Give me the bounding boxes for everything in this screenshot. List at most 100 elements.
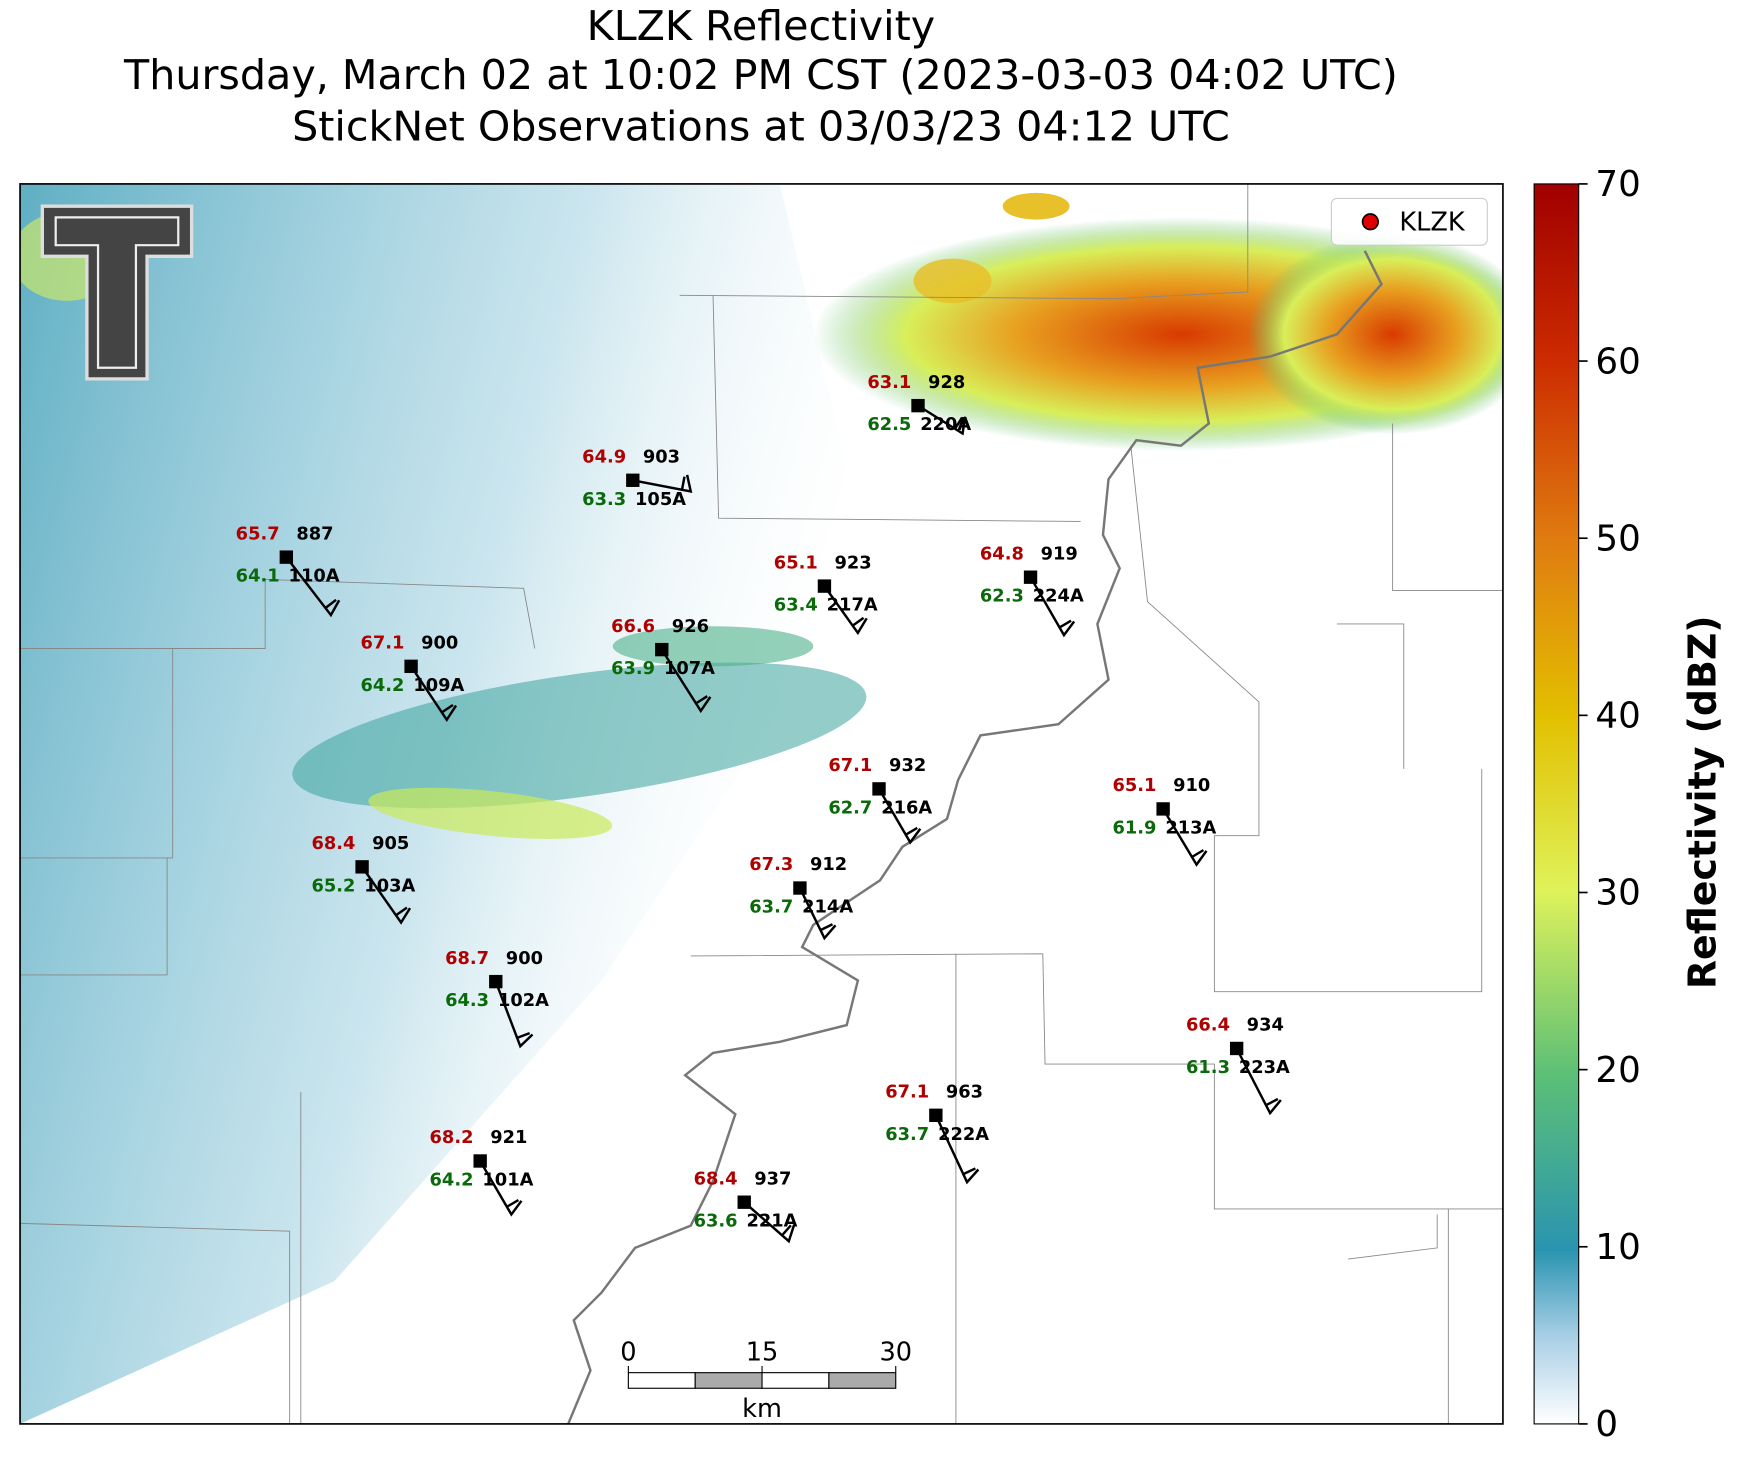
station-id: 223A xyxy=(1239,1057,1290,1078)
station-marker xyxy=(1023,570,1038,584)
wind-barb xyxy=(410,665,458,723)
legend-label: KLZK xyxy=(1399,208,1466,238)
station: 67.1 900 64.2 109A xyxy=(360,632,465,723)
logo xyxy=(40,204,194,381)
wind-barb xyxy=(877,788,922,845)
pressure: 919 xyxy=(1041,543,1078,564)
title-line: KLZK Reflectivity xyxy=(587,2,936,50)
station: 65.1 910 61.9 213A xyxy=(1112,775,1217,867)
colorbar-tick-label: 0 xyxy=(1595,1404,1618,1445)
station: 68.2 921 64.2 101A xyxy=(430,1127,534,1217)
station-id: 103A xyxy=(364,875,415,896)
station: 68.7 900 64.3 102A xyxy=(445,948,549,1049)
wind-barb xyxy=(798,887,837,941)
temperature: 66.4 xyxy=(1186,1015,1230,1036)
temperature: 68.4 xyxy=(311,833,355,854)
station-id: 217A xyxy=(827,595,878,616)
pressure: 934 xyxy=(1247,1015,1284,1036)
scale-tick-label: 0 xyxy=(620,1337,636,1367)
pressure: 887 xyxy=(296,523,333,544)
scale-segment xyxy=(828,1372,897,1389)
temperature: 63.1 xyxy=(867,372,911,393)
station: 68.4 937 63.6 221A xyxy=(694,1168,798,1244)
station-id: 110A xyxy=(289,566,340,587)
dewpoint: 63.9 xyxy=(611,658,655,679)
scale-segment xyxy=(627,1372,696,1389)
wind-barb xyxy=(1162,808,1208,867)
colorbar-tick-label: 40 xyxy=(1595,696,1640,737)
pressure: 903 xyxy=(643,446,680,467)
station: 67.1 932 62.7 216A xyxy=(828,755,932,845)
dewpoint: 64.2 xyxy=(360,675,404,696)
station-id: 101A xyxy=(482,1169,533,1190)
wind-barb xyxy=(823,585,868,636)
temperature: 67.1 xyxy=(360,632,404,653)
dewpoint: 63.4 xyxy=(774,595,818,616)
pressure: 928 xyxy=(928,372,965,393)
dewpoint: 62.7 xyxy=(828,797,872,818)
station: 64.8 919 62.3 224A xyxy=(980,543,1084,638)
pressure: 905 xyxy=(372,833,409,854)
dewpoint: 63.7 xyxy=(885,1124,929,1145)
temperature: 65.1 xyxy=(774,552,818,573)
station-marker xyxy=(355,860,369,874)
scale-tick-label: 15 xyxy=(746,1337,779,1367)
station-marker xyxy=(817,579,832,593)
wind-barb xyxy=(361,866,412,925)
station-id: 213A xyxy=(1165,817,1216,838)
wind-barb xyxy=(934,1114,980,1185)
pressure: 926 xyxy=(672,616,709,637)
station-id: 102A xyxy=(498,990,549,1011)
station: 64.9 903 63.3 105A xyxy=(582,446,693,510)
wind-barb xyxy=(1029,576,1076,638)
legend-marker xyxy=(1361,213,1379,231)
colorbar-tick-label: 60 xyxy=(1595,341,1640,382)
echo-cell xyxy=(913,258,992,304)
station-marker xyxy=(793,881,807,895)
station-marker xyxy=(872,782,886,796)
legend: KLZK xyxy=(1330,197,1488,246)
storm-echo xyxy=(1247,234,1503,435)
station-id: 220A xyxy=(920,414,971,435)
pressure: 937 xyxy=(754,1168,791,1189)
station-id: 105A xyxy=(635,489,686,510)
temperature: 65.7 xyxy=(236,523,280,544)
dewpoint: 64.3 xyxy=(445,990,489,1011)
station-marker xyxy=(655,642,669,657)
station: 65.7 887 64.1 110A xyxy=(236,523,341,618)
temperature: 65.1 xyxy=(1112,775,1156,796)
station-id: 109A xyxy=(413,675,464,696)
temperature: 64.9 xyxy=(582,446,626,467)
wind-barb xyxy=(632,474,693,493)
echo-band xyxy=(292,662,867,809)
temperature: 68.2 xyxy=(430,1127,474,1148)
pressure: 923 xyxy=(834,552,871,573)
station-id: 222A xyxy=(938,1124,989,1145)
dewpoint: 64.1 xyxy=(236,566,280,587)
temperature: 67.3 xyxy=(749,854,793,875)
temperature: 68.7 xyxy=(445,948,489,969)
pressure: 912 xyxy=(810,854,847,875)
dewpoint: 65.2 xyxy=(311,875,355,896)
pressure: 921 xyxy=(490,1127,527,1148)
map xyxy=(20,183,1503,1424)
colorbar-tick-label: 20 xyxy=(1595,1050,1640,1091)
echo-cell xyxy=(1002,192,1070,220)
colorbar xyxy=(1533,183,1580,1425)
scale-segment xyxy=(761,1372,830,1389)
temperature: 64.8 xyxy=(980,543,1024,564)
colorbar-tick-label: 50 xyxy=(1595,518,1640,559)
station: 67.1 963 63.7 222A xyxy=(885,1081,989,1185)
station-marker xyxy=(1156,802,1170,816)
wind-barb xyxy=(285,556,341,618)
temperature: 67.1 xyxy=(828,755,872,776)
wind-barb xyxy=(743,1201,796,1244)
pressure: 910 xyxy=(1173,775,1210,796)
dewpoint: 63.6 xyxy=(694,1211,738,1232)
dewpoint: 61.3 xyxy=(1186,1057,1230,1078)
scale-segment xyxy=(694,1372,763,1389)
title-line: Thursday, March 02 at 10:02 PM CST (2023… xyxy=(123,51,1398,99)
station-marker xyxy=(1229,1041,1244,1056)
map-frame xyxy=(19,183,1504,1425)
station-marker xyxy=(929,1108,943,1122)
